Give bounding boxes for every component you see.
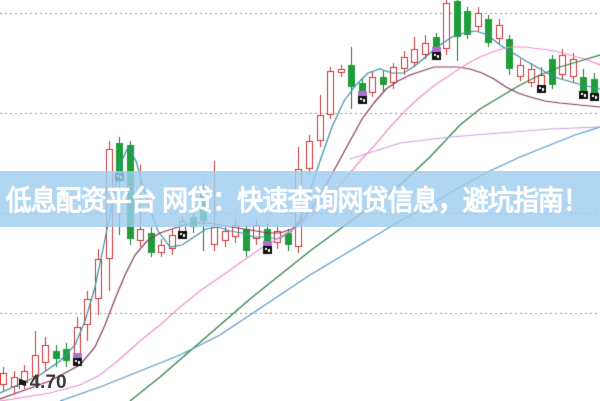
low-price-label: ⚑ 4.70 <box>16 372 67 394</box>
flag-icon: ⚑ <box>16 376 29 392</box>
low-price-value: 4.70 <box>29 372 67 393</box>
